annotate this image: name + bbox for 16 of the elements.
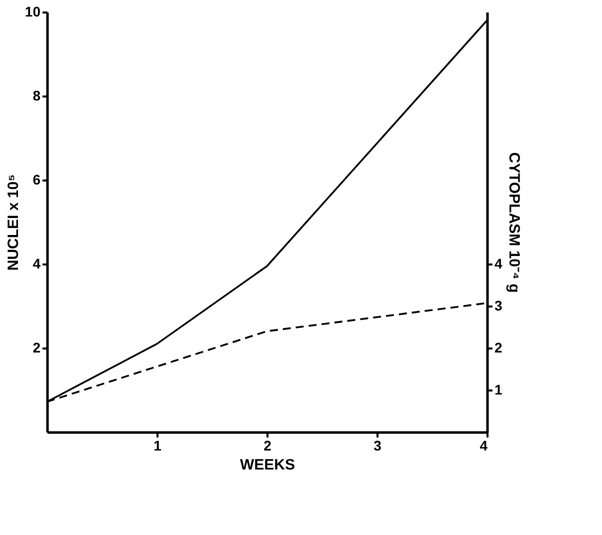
y-tick-label: 8: [32, 88, 41, 104]
y-tick-label: 10: [24, 4, 41, 20]
x-tick-label: 3: [374, 438, 382, 454]
y-axis-title: NUCLEI x 10⁵: [4, 174, 22, 271]
y2-tick-label: 3: [494, 298, 502, 314]
y-tick-label: 2: [32, 340, 41, 356]
y2-tick-label: 4: [494, 256, 502, 272]
y2-tick-label: 2: [494, 340, 502, 356]
y-tick-label: 6: [32, 172, 41, 188]
x-axis-title: WEEKS: [240, 456, 296, 474]
x-tick-label: 4: [480, 438, 488, 454]
y2-tick-label: 1: [494, 382, 502, 398]
y2-axis-title: CYTOPLASM 10⁻⁴ g: [505, 152, 522, 293]
y-tick-label: 4: [32, 256, 41, 272]
x-tick-label: 2: [264, 438, 272, 454]
x-tick-label: 1: [154, 438, 162, 454]
